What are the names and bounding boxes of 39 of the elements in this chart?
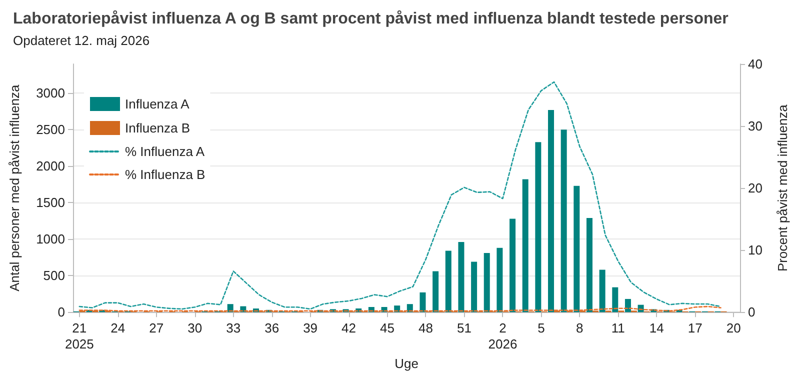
x-tick-label: 14 <box>649 320 664 336</box>
y-tick-label: 500 <box>43 268 65 284</box>
y2-tick-label: 40 <box>748 56 762 72</box>
y2-tick-label: 30 <box>748 118 762 134</box>
y-tick-label: 0 <box>58 304 65 320</box>
y-axis-title: Antal personer med påvist influenza <box>7 84 22 292</box>
x-tick-label: 21 2025 <box>64 320 94 352</box>
y-tick-label: 2500 <box>36 122 65 138</box>
legend-label: % Influenza A <box>125 144 205 159</box>
x-tick-label: 5 <box>538 320 545 336</box>
x-tick-label: 8 <box>576 320 584 336</box>
legend-label: Influenza B <box>125 120 190 136</box>
y2-tick-label: 10 <box>748 242 762 258</box>
x-tick-label: 51 <box>456 320 472 336</box>
chart-title: Laboratoriepåvist influenza A og B samt procent påvist med influenza blandt testede personer <box>13 10 728 28</box>
legend-label: % Influenza B <box>125 167 206 182</box>
x-tick-label: 36 <box>264 320 280 336</box>
x-tick-label: 27 <box>149 320 164 336</box>
y-tick-label: 3000 <box>36 86 65 101</box>
y-tick-label: 2000 <box>36 158 65 174</box>
x-tick-label: 33 <box>226 320 241 336</box>
x-tick-label: 17 <box>688 320 702 336</box>
x-tick-label: 2 2026 <box>488 320 518 352</box>
x-tick-label: 20 <box>726 320 741 336</box>
legend-label: Influenza A <box>125 96 190 112</box>
x-tick-label: 24 <box>110 320 126 336</box>
x-axis-title: Uge <box>394 356 418 371</box>
x-tick-label: 48 <box>418 320 433 336</box>
x-tick-label: 42 <box>342 320 356 336</box>
y-tick-label: 1500 <box>36 195 65 210</box>
y2-tick-label: 0 <box>748 304 756 320</box>
x-tick-label: 39 <box>303 320 318 336</box>
y-tick-label: 1000 <box>36 232 65 247</box>
y2-axis-title: Procent påvist med influenza <box>775 104 790 272</box>
x-tick-label: 11 <box>611 320 625 336</box>
x-tick-label: 30 <box>188 320 202 336</box>
x-tick-label: 45 <box>380 320 394 336</box>
chart-subtitle: Opdateret 12. maj 2026 <box>13 33 150 48</box>
y2-tick-label: 20 <box>748 180 762 196</box>
